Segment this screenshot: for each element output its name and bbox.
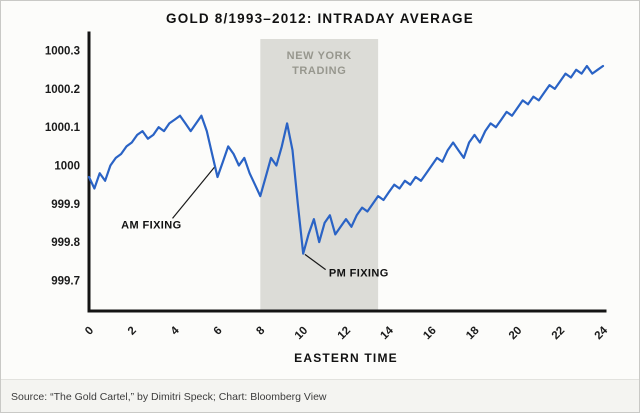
x-tick-label: 20	[507, 325, 525, 343]
x-tick-label: 6	[212, 325, 225, 338]
footer-strip: Source: “The Gold Cartel,” by Dimitri Sp…	[1, 379, 639, 412]
x-tick-label: 8	[254, 324, 267, 337]
am-fixing-leader-line	[172, 167, 215, 219]
x-tick-label: 24	[593, 324, 611, 342]
pm-fixing-label: PM FIXING	[329, 268, 389, 280]
x-tick-label: 16	[421, 325, 439, 343]
x-tick-label: 14	[378, 324, 396, 342]
x-tick-label: 22	[550, 325, 568, 343]
axes	[87, 31, 607, 313]
ny-trading-band-label: TRADING	[292, 65, 346, 77]
x-tick-label: 0	[83, 325, 96, 338]
y-tick-label: 1000.2	[45, 84, 80, 96]
am-fixing-label: AM FIXING	[121, 220, 181, 232]
pm-fixing-leader-line	[304, 253, 327, 271]
y-tick-label: 999.7	[51, 275, 80, 287]
chart-canvas: NEW YORK TRADING 999.7 999.8 999.9 1000 1000.1…	[45, 31, 611, 343]
x-tick-label: 4	[169, 324, 182, 337]
y-tick-label: 1000.3	[45, 46, 80, 58]
x-tick-label: 2	[126, 325, 139, 338]
price-line	[87, 64, 605, 255]
source-credit: Source: “The Gold Cartel,” by Dimitri Sp…	[11, 391, 327, 403]
y-tick-label: 1000.1	[45, 122, 81, 134]
y-tick-label: 999.9	[51, 199, 80, 211]
x-tick-label: 10	[293, 325, 311, 343]
ny-trading-band-label: NEW YORK	[287, 50, 352, 62]
x-axis-title: EASTERN TIME	[294, 351, 398, 365]
x-tick-label: 12	[336, 325, 354, 343]
x-tick-label: 18	[464, 324, 482, 342]
y-tick-label: 999.8	[51, 237, 80, 249]
ny-trading-band	[260, 39, 379, 311]
chart-title: GOLD 8/1993–2012: INTRADAY AVERAGE	[166, 11, 474, 26]
y-tick-label: 1000	[54, 161, 80, 173]
